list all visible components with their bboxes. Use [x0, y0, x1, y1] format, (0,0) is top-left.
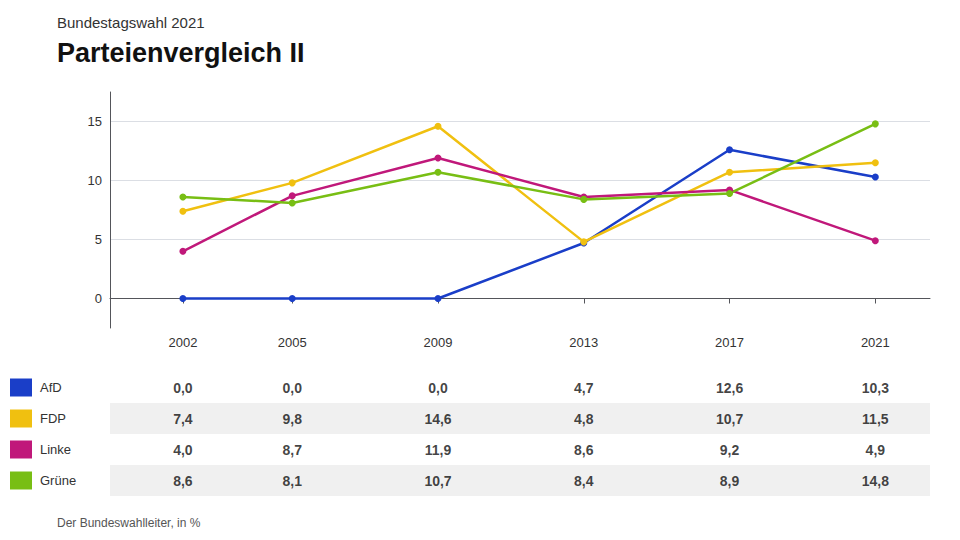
- svg-text:9,8: 9,8: [282, 411, 302, 427]
- svg-text:2009: 2009: [424, 335, 453, 350]
- svg-text:14,6: 14,6: [424, 411, 451, 427]
- svg-text:2021: 2021: [861, 335, 890, 350]
- svg-text:14,8: 14,8: [862, 473, 889, 489]
- svg-text:2005: 2005: [278, 335, 307, 350]
- svg-text:10,7: 10,7: [716, 411, 743, 427]
- svg-text:8,1: 8,1: [282, 473, 302, 489]
- svg-text:Linke: Linke: [40, 442, 71, 457]
- svg-text:8,7: 8,7: [282, 442, 302, 458]
- svg-text:15: 15: [88, 114, 102, 129]
- svg-text:4,9: 4,9: [866, 442, 886, 458]
- svg-text:0,0: 0,0: [428, 380, 448, 396]
- svg-text:4,8: 4,8: [574, 411, 594, 427]
- svg-text:8,4: 8,4: [574, 473, 594, 489]
- svg-text:Parteienvergleich II: Parteienvergleich II: [57, 38, 305, 68]
- svg-text:8,9: 8,9: [720, 473, 740, 489]
- svg-text:11,9: 11,9: [425, 442, 452, 458]
- svg-text:Bundestagswahl 2021: Bundestagswahl 2021: [57, 14, 205, 31]
- svg-text:0,0: 0,0: [173, 380, 193, 396]
- svg-text:10,3: 10,3: [862, 380, 889, 396]
- svg-text:2002: 2002: [168, 335, 197, 350]
- svg-text:FDP: FDP: [40, 411, 66, 426]
- svg-text:11,5: 11,5: [862, 411, 889, 427]
- svg-text:10: 10: [88, 173, 102, 188]
- svg-text:4,7: 4,7: [574, 380, 594, 396]
- svg-text:4,0: 4,0: [173, 442, 193, 458]
- svg-text:0: 0: [95, 291, 102, 306]
- svg-text:8,6: 8,6: [574, 442, 594, 458]
- svg-text:12,6: 12,6: [716, 380, 743, 396]
- svg-text:2017: 2017: [715, 335, 744, 350]
- svg-text:Der Bundeswahlleiter, in %: Der Bundeswahlleiter, in %: [57, 516, 201, 530]
- svg-text:2013: 2013: [569, 335, 598, 350]
- svg-text:0,0: 0,0: [282, 380, 302, 396]
- svg-text:9,2: 9,2: [720, 442, 740, 458]
- svg-text:7,4: 7,4: [173, 411, 193, 427]
- svg-text:5: 5: [95, 232, 102, 247]
- svg-text:Grüne: Grüne: [40, 473, 76, 488]
- svg-text:AfD: AfD: [40, 380, 62, 395]
- svg-text:8,6: 8,6: [173, 473, 193, 489]
- svg-text:10,7: 10,7: [424, 473, 451, 489]
